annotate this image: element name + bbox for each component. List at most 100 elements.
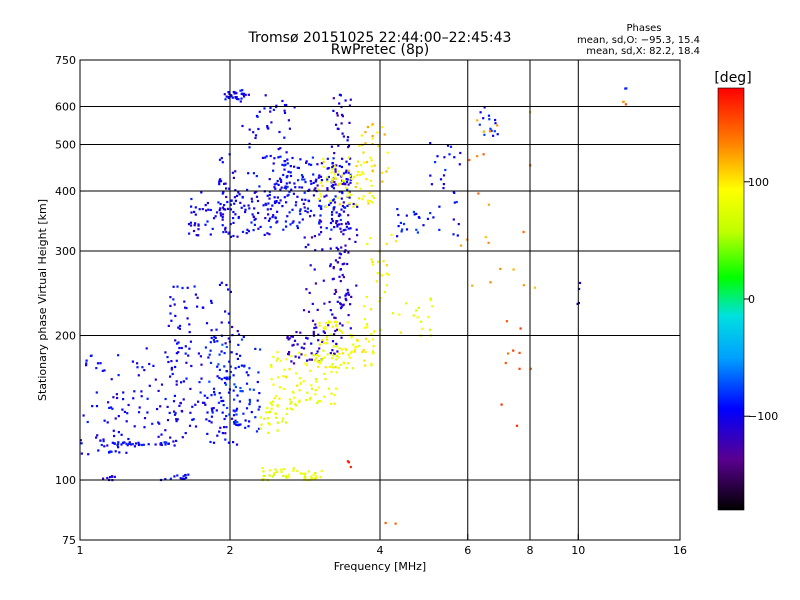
echo-point-O <box>281 205 284 208</box>
echo-point-O <box>80 452 83 455</box>
echo-point-O <box>174 339 177 342</box>
echo-point-X <box>345 366 348 369</box>
echo-point-O <box>449 145 453 148</box>
echo-point-O <box>241 89 244 92</box>
echo-point-X <box>372 352 375 355</box>
echo-point-O <box>452 233 455 236</box>
echo-point-O <box>396 208 399 211</box>
echo-point-X <box>304 475 307 478</box>
echo-point-O <box>229 94 233 97</box>
echo-point-O <box>227 207 230 210</box>
echo-point-O <box>345 160 348 163</box>
echo-point-X <box>285 421 288 424</box>
echo-point-X <box>322 349 325 352</box>
echo-point-O <box>291 208 294 211</box>
echo-point-O <box>200 377 203 380</box>
echo-point-O <box>333 292 336 295</box>
echo-point-X <box>361 350 364 353</box>
echo-point-O <box>332 187 335 190</box>
x-tick-label: 1 <box>77 544 84 557</box>
echo-point-O <box>318 222 321 225</box>
echo-point-O <box>295 331 298 334</box>
echo-point-O <box>193 285 196 288</box>
echo-point-X <box>330 392 333 395</box>
echo-point-X <box>318 354 321 358</box>
echo-point-X <box>333 402 336 405</box>
echo-point-O <box>220 350 223 353</box>
echo-point-X <box>487 203 490 206</box>
echo-point-X <box>376 272 379 275</box>
echo-point-X <box>318 361 322 364</box>
echo-point-O <box>178 327 181 330</box>
echo-point-O <box>347 171 350 174</box>
echo-point-X <box>350 350 353 353</box>
echo-point-O <box>228 187 231 190</box>
echo-point-O <box>167 442 170 445</box>
echo-point-O <box>190 205 193 208</box>
echo-point-O <box>211 409 214 412</box>
echo-point-X <box>326 180 329 183</box>
echo-point-O <box>415 212 418 215</box>
echo-point-X <box>266 417 269 420</box>
echo-point-O <box>123 441 126 444</box>
echo-point-O <box>336 114 339 117</box>
echo-point-X <box>335 320 339 324</box>
echo-point-O <box>209 349 212 352</box>
echo-point-X <box>394 522 397 525</box>
echo-point-O <box>319 175 323 178</box>
echo-point-O <box>247 374 250 377</box>
echo-point-O <box>452 190 455 194</box>
echo-point-O <box>354 240 357 243</box>
echo-point-O <box>239 201 242 204</box>
echo-point-O <box>271 215 274 219</box>
echo-point-O <box>265 203 268 206</box>
echo-point-O <box>288 211 291 214</box>
echo-point-X <box>303 472 306 475</box>
echo-point-O <box>248 398 251 401</box>
echo-point-X <box>317 365 320 368</box>
echo-point-O <box>221 432 224 435</box>
echo-point-O <box>402 222 406 226</box>
echo-point-O <box>223 204 226 207</box>
echo-point-X <box>278 386 281 389</box>
echo-point-O <box>331 220 334 223</box>
echo-point-O <box>332 109 335 112</box>
echo-point-O <box>302 347 306 350</box>
echo-point-O <box>132 397 135 400</box>
echo-point-O <box>338 190 341 193</box>
echo-point-O <box>141 366 144 369</box>
echo-point-O <box>254 347 257 350</box>
echo-point-O <box>326 178 329 181</box>
echo-point-O <box>329 263 332 266</box>
echo-point-O <box>283 160 286 163</box>
echo-point-O <box>318 199 321 202</box>
echo-point-O <box>128 442 131 445</box>
echo-point-X <box>273 472 276 475</box>
echo-point-X <box>383 291 386 294</box>
echo-point-O <box>444 168 447 172</box>
echo-point-O <box>295 201 298 204</box>
echo-point-O <box>224 98 227 101</box>
echo-point-O <box>459 151 462 155</box>
echo-point-O <box>221 411 224 414</box>
echo-point-X <box>267 411 270 414</box>
echo-point-X <box>353 348 357 351</box>
echo-point-O <box>182 475 185 478</box>
echo-point-X <box>427 316 430 319</box>
echo-point-O <box>233 410 237 413</box>
echo-point-O <box>305 336 308 339</box>
echo-point-X <box>324 366 327 369</box>
echo-point-O <box>236 330 239 333</box>
echo-point-O <box>86 420 89 424</box>
echo-point-O <box>115 393 118 396</box>
echo-point-O <box>313 326 316 330</box>
echo-point-O <box>333 333 336 336</box>
colorbar-ticks: 100 0 −100 <box>744 176 778 423</box>
echo-point-X <box>331 168 334 171</box>
echo-point-O <box>284 185 287 188</box>
echo-point-X <box>330 402 333 405</box>
echo-point-O <box>227 91 230 94</box>
echo-point-O <box>160 433 163 436</box>
echo-point-O <box>326 188 329 191</box>
echo-point-O <box>257 227 260 230</box>
